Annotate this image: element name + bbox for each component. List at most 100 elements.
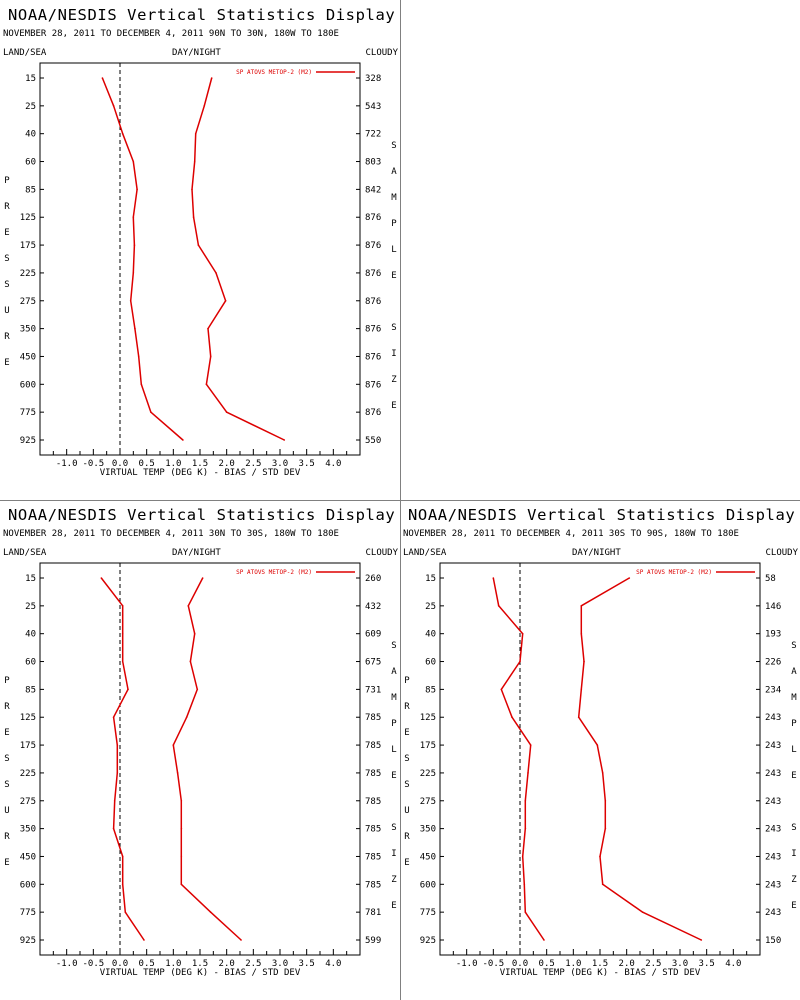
pressure-level-label: 450 xyxy=(20,852,36,862)
pressure-level-label: 60 xyxy=(25,658,36,668)
bias-point xyxy=(121,605,124,607)
bias-point xyxy=(521,855,524,858)
x-tick-label: -1.0 xyxy=(56,459,78,469)
std_dev-point xyxy=(194,132,197,135)
legend-label: SP ATOVS METOP-2 (M2) xyxy=(236,69,312,76)
bias-point xyxy=(150,411,152,413)
x-tick-label: 4.0 xyxy=(725,959,741,969)
pressure-level-label: 40 xyxy=(25,630,36,640)
vertical-stats-plot: -1.0 -0.5 0.0 0.5 1.0 1.5 2.0 2.5 3.0 3.5 4.0 VIRTU… xyxy=(20,562,381,978)
bias-point xyxy=(112,105,115,107)
bias-point xyxy=(136,188,138,191)
std_dev-point xyxy=(580,632,583,635)
bias-line xyxy=(100,577,145,941)
bias-point xyxy=(116,744,119,746)
bias-point xyxy=(112,716,115,719)
bias-point xyxy=(112,827,115,830)
sample-size-label: 785 xyxy=(365,769,381,779)
pressure-level-label: 25 xyxy=(25,602,36,612)
pressure-level-label: 25 xyxy=(25,102,36,112)
x-tick-label: 0.5 xyxy=(139,959,155,969)
x-tick-label: 3.5 xyxy=(299,459,315,469)
pressure-level-label: 15 xyxy=(425,574,436,584)
sample-size-label: 876 xyxy=(365,352,381,362)
chart-title: NOAA/NESDIS Vertical Statistics Display xyxy=(8,506,396,524)
sample-size-label: 543 xyxy=(365,102,381,112)
x-tick-label: -0.5 xyxy=(482,959,504,969)
std_dev-point xyxy=(215,272,217,274)
x-tick-label: 3.0 xyxy=(272,459,288,469)
pressure-level-label: 775 xyxy=(420,908,436,918)
x-tick-label: -0.5 xyxy=(82,459,104,469)
bias-point xyxy=(133,244,136,246)
pressure-level-label: 450 xyxy=(20,352,36,362)
bias-point xyxy=(524,911,527,913)
bias-point xyxy=(132,216,135,219)
std_dev-point xyxy=(201,577,204,579)
std_dev-point xyxy=(596,744,599,746)
sample-size-label: 785 xyxy=(365,825,381,835)
pressure-level-label: 600 xyxy=(420,880,436,890)
sample-size-label: 731 xyxy=(365,685,381,695)
std_dev-point xyxy=(172,744,175,746)
land-sea-label: LAND/SEA xyxy=(3,548,47,558)
x-tick-label: 2.0 xyxy=(219,959,235,969)
std_dev-point xyxy=(599,855,601,858)
std_dev-point xyxy=(189,660,192,663)
bias-point xyxy=(511,716,513,719)
sample-size-label: 146 xyxy=(765,602,781,612)
pressure-level-label: 85 xyxy=(25,685,36,695)
pressure-level-label: 175 xyxy=(20,241,36,251)
bias-point xyxy=(492,577,495,579)
std_dev-point xyxy=(604,827,607,830)
x-tick-label: 0.0 xyxy=(112,959,128,969)
legend-label: SP ATOVS METOP-2 (M2) xyxy=(636,569,712,576)
x-tick-label: 1.0 xyxy=(165,959,181,969)
bias-point xyxy=(101,77,104,79)
pressure-level-label: 350 xyxy=(20,325,36,335)
std_dev-point xyxy=(209,911,212,913)
bias-point xyxy=(134,327,136,330)
chart-title: NOAA/NESDIS Vertical Statistics Display xyxy=(8,6,396,24)
pressure-level-label: 600 xyxy=(20,380,36,390)
x-tick-label: 0.0 xyxy=(512,959,528,969)
pressure-level-label: 85 xyxy=(25,185,36,195)
bias-point xyxy=(127,688,129,691)
pressure-level-label: 925 xyxy=(20,936,36,946)
x-tick-label: -1.0 xyxy=(456,959,478,969)
x-tick-label: -0.5 xyxy=(82,959,104,969)
sample-size-label: 243 xyxy=(765,769,781,779)
pressure-level-label: 25 xyxy=(425,602,436,612)
std_dev-line xyxy=(577,577,702,941)
bias-point xyxy=(182,439,184,441)
sample-size-label: 842 xyxy=(365,185,381,195)
pressure-level-label: 125 xyxy=(20,713,36,723)
bias-point xyxy=(121,855,124,858)
pressure-level-label: 225 xyxy=(20,269,36,279)
std_dev-point xyxy=(601,883,604,886)
std_dev-point xyxy=(180,883,183,886)
x-tick-label: 1.5 xyxy=(592,959,608,969)
std_dev-line xyxy=(191,77,285,441)
x-tick-label: 1.0 xyxy=(565,959,581,969)
sample-size-label: 803 xyxy=(365,158,381,168)
bias-point xyxy=(121,883,124,886)
x-tick-label: 4.0 xyxy=(325,459,341,469)
pressure-level-label: 125 xyxy=(420,713,436,723)
pressure-level-label: 775 xyxy=(20,408,36,418)
bias-line xyxy=(492,577,545,941)
x-tick-label: 3.5 xyxy=(299,959,315,969)
sample-size-label: 260 xyxy=(365,574,381,584)
std_dev-point xyxy=(225,411,228,413)
pressure-level-label: 450 xyxy=(420,852,436,862)
x-tick-label: 0.0 xyxy=(112,459,128,469)
x-tick-label: 1.5 xyxy=(192,459,208,469)
x-axis-label: VIRTUAL TEMP (DEG K) - BIAS / STD DEV xyxy=(500,968,701,978)
pressure-level-label: 40 xyxy=(425,630,436,640)
chart-title: NOAA/NESDIS Vertical Statistics Display xyxy=(408,506,796,524)
sample-size-label: 675 xyxy=(365,658,381,668)
land-sea-label: LAND/SEA xyxy=(403,548,447,558)
x-tick-label: 1.5 xyxy=(192,959,208,969)
